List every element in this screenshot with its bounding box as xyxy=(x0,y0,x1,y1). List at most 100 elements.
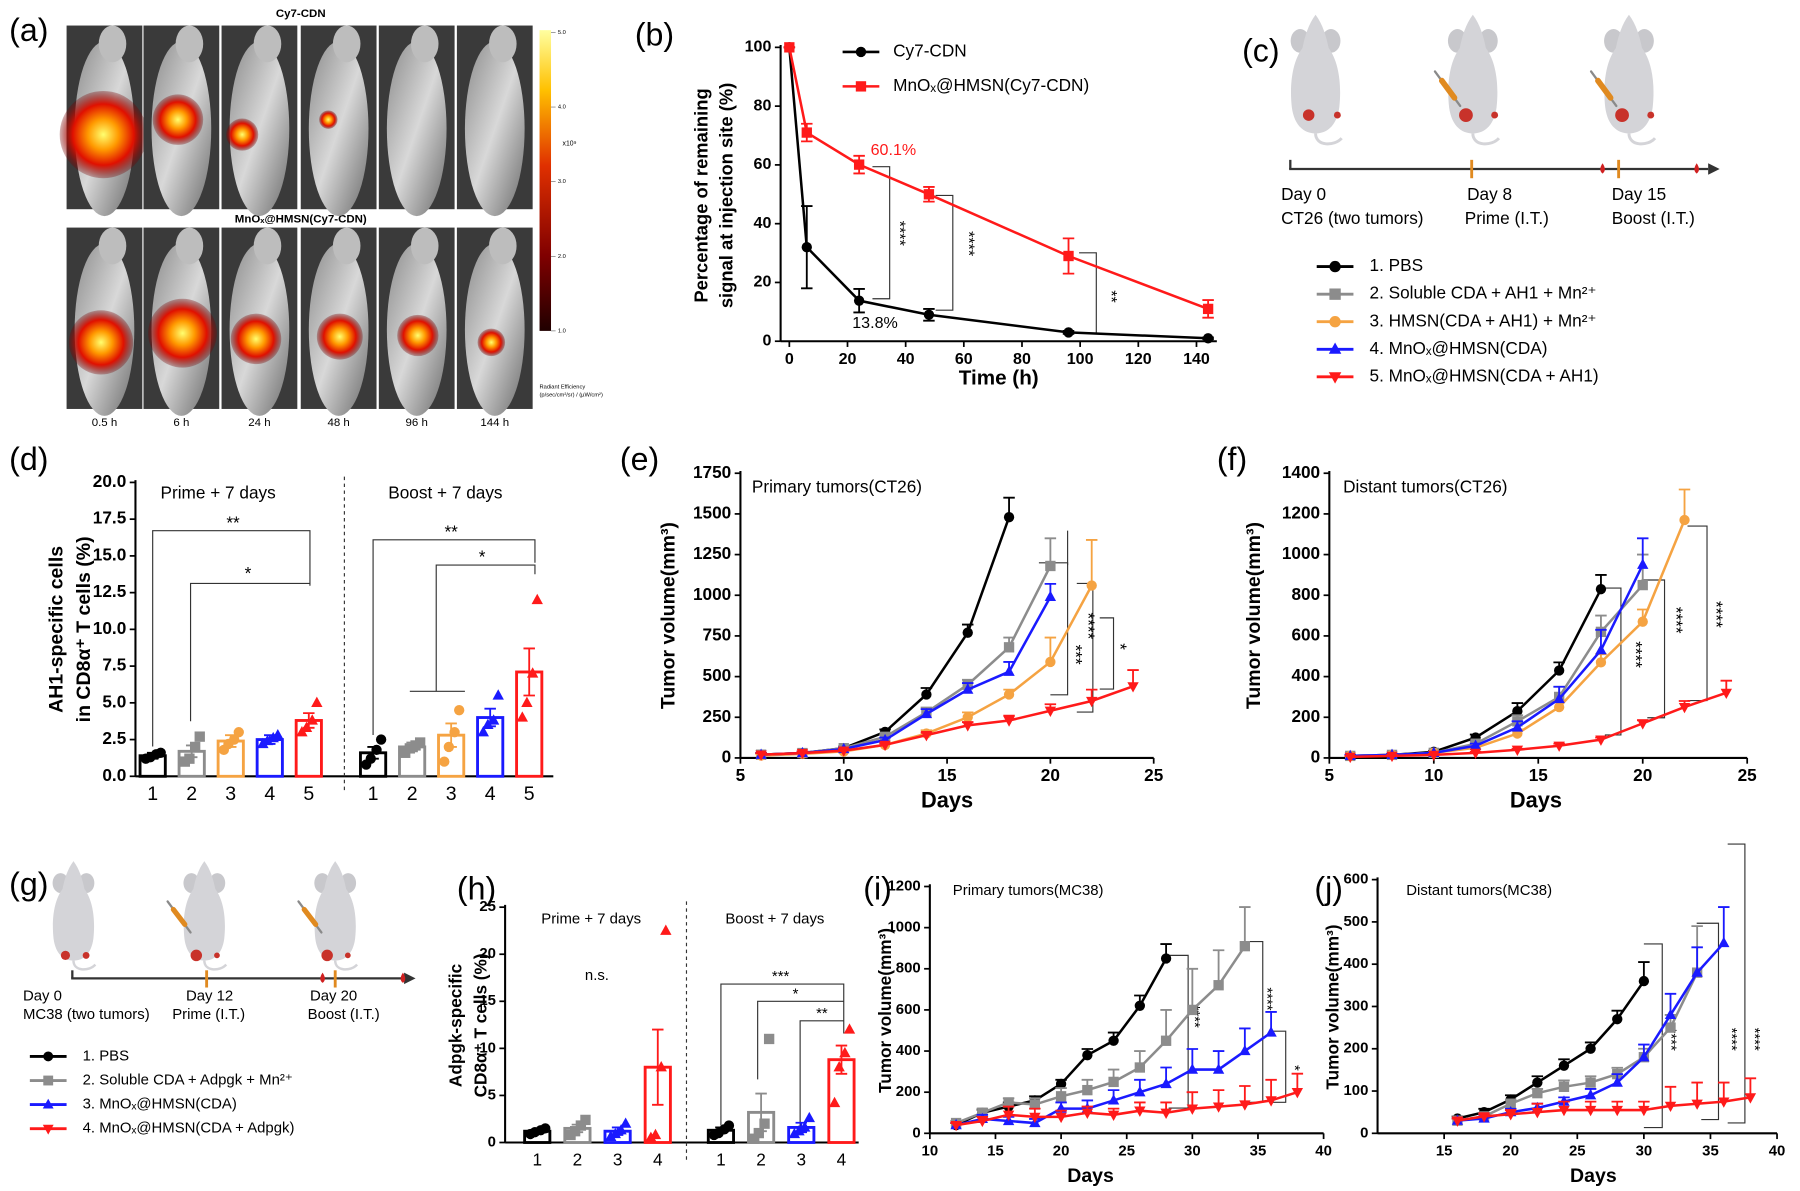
marker xyxy=(1638,975,1650,987)
mouse-body xyxy=(308,41,369,217)
y-tick-label: 1000 xyxy=(693,584,731,604)
legend-label: Cy7-CDN xyxy=(893,40,967,60)
marker xyxy=(1029,1099,1041,1110)
annotation: * xyxy=(793,985,799,1002)
marker xyxy=(920,707,933,719)
timeline-day: Day 0 xyxy=(1281,184,1326,204)
x-tick-label: 4 xyxy=(264,783,275,805)
marker xyxy=(615,1124,627,1135)
y-tick-label: 250 xyxy=(703,706,732,726)
y-tick-label: 60 xyxy=(754,155,772,173)
mouse-body xyxy=(464,41,525,217)
data-label: 60.1% xyxy=(871,141,917,159)
marker xyxy=(365,753,376,764)
marker xyxy=(1678,702,1691,714)
marker xyxy=(1511,721,1524,732)
x-tick-label: 5 xyxy=(524,783,535,805)
marker xyxy=(531,593,543,605)
marker xyxy=(454,705,465,716)
y-tick-label: 0 xyxy=(722,746,732,766)
marker xyxy=(923,309,935,320)
x-tick-label: 4 xyxy=(837,1149,847,1169)
annotation: ** xyxy=(226,512,240,532)
x-tick-label: 25 xyxy=(1738,765,1758,785)
series-line xyxy=(788,47,1209,340)
marker xyxy=(521,696,533,707)
signal xyxy=(226,118,259,151)
x-tick-label: 120 xyxy=(1125,350,1152,368)
y-tick-label: 12.5 xyxy=(93,581,127,601)
marker xyxy=(1055,1078,1067,1090)
marker xyxy=(155,747,166,758)
timeline-event: Prime (I.T.) xyxy=(1465,208,1549,228)
marker xyxy=(1063,327,1074,338)
y-tick-label: 800 xyxy=(896,960,921,977)
image-title: Cy7-CDN xyxy=(276,8,326,20)
marker xyxy=(1512,705,1523,717)
y-axis-label: in CD8α⁺ T cells (%) xyxy=(73,536,95,722)
y-tick-label: 2.5 xyxy=(102,728,126,748)
mouse-head xyxy=(98,25,127,63)
colorbar-tick-label: 5.0 xyxy=(558,30,566,36)
image-grid xyxy=(59,25,533,416)
annotation: **** xyxy=(1079,613,1099,640)
signal xyxy=(59,90,147,179)
marker xyxy=(1003,1097,1014,1108)
marker xyxy=(1469,748,1482,760)
marker xyxy=(42,1098,54,1109)
x-tick-label: 2 xyxy=(186,783,197,805)
x-tick-label: 2 xyxy=(756,1149,766,1169)
x-tick-label: 20 xyxy=(1502,1143,1519,1160)
colorbar-tick-label: 4.0 xyxy=(558,105,566,111)
marker xyxy=(855,46,867,58)
annotation: ** xyxy=(1102,290,1120,303)
x-tick-label: 10 xyxy=(1424,765,1443,785)
annotation: **** xyxy=(891,221,909,246)
mouse-head xyxy=(332,227,361,265)
group-label: Prime + 7 days xyxy=(161,482,276,502)
marker xyxy=(921,689,932,700)
marker xyxy=(1239,1044,1251,1056)
marker xyxy=(838,746,850,757)
x-tick-label: 30 xyxy=(1184,1143,1201,1160)
x-tick-label: 15 xyxy=(1436,1143,1453,1160)
y-tick-label: 15.0 xyxy=(93,544,126,564)
mouse-body xyxy=(229,41,290,217)
x-tick-label: 5 xyxy=(736,765,746,785)
significance-bracket xyxy=(872,166,891,300)
chart-title: Distant tumors(MC38) xyxy=(1406,882,1552,899)
y-tick-label: 600 xyxy=(896,1001,921,1018)
y-axis-label: Percentage of remaining xyxy=(690,88,711,302)
marker xyxy=(1002,1110,1015,1122)
signal xyxy=(68,310,134,375)
marker xyxy=(1558,1081,1570,1092)
x-tick-label: 20 xyxy=(1633,765,1652,785)
marker xyxy=(1637,616,1648,627)
significance-bracket xyxy=(935,194,954,311)
marker xyxy=(839,1046,851,1058)
mouse-head xyxy=(489,227,517,265)
x-tick-label: 25 xyxy=(1144,765,1164,785)
marker xyxy=(1265,1096,1277,1107)
marker xyxy=(1611,1105,1623,1117)
marker xyxy=(1213,980,1224,991)
y-tick-label: 17.5 xyxy=(93,508,127,528)
significance-bracket xyxy=(799,1020,844,1132)
annotation: **** xyxy=(959,231,977,256)
marker xyxy=(828,1096,841,1108)
significance-bracket xyxy=(1643,943,1663,1129)
marker xyxy=(306,714,318,725)
marker xyxy=(1082,1084,1093,1096)
timeline-day: Day 12 xyxy=(186,988,233,1005)
panel-label: (d) xyxy=(9,441,48,477)
y-tick-label: 300 xyxy=(1343,997,1368,1014)
legend-label: 2. Soluble CDA + Adpgk + Mn²⁺ xyxy=(83,1071,293,1088)
y-tick-label: 10 xyxy=(479,1039,496,1056)
x-axis-label: Time (h) xyxy=(959,367,1039,390)
marker xyxy=(1691,966,1703,977)
marker xyxy=(1665,1022,1676,1033)
marker xyxy=(1558,1060,1570,1071)
x-axis-label: Days xyxy=(1510,787,1562,812)
y-tick-label: 100 xyxy=(745,38,772,56)
significance-bracket xyxy=(1604,587,1622,736)
